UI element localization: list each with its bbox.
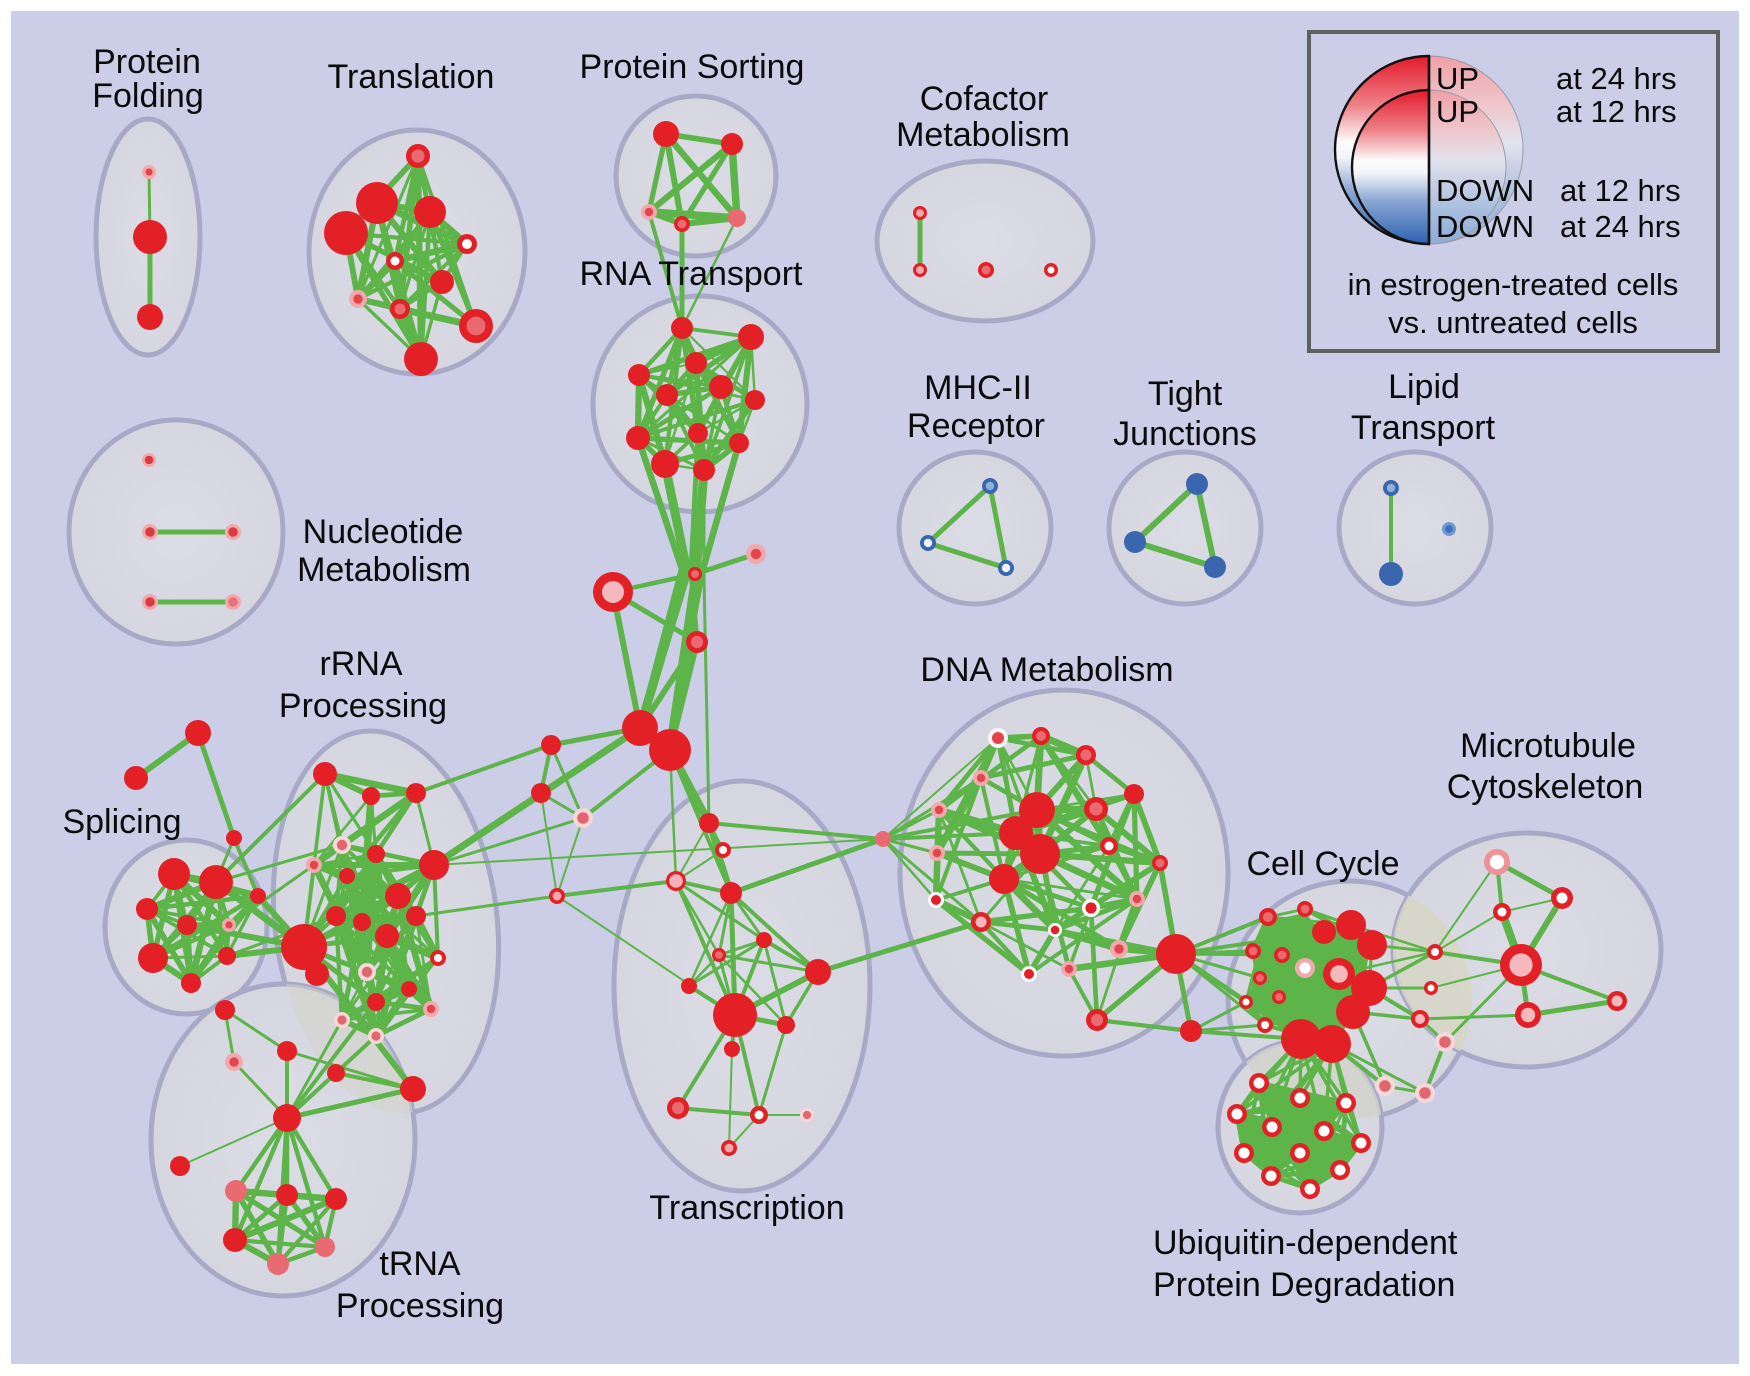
svg-text:Splicing: Splicing xyxy=(62,803,181,841)
svg-text:Ubiquitin-dependent: Ubiquitin-dependent xyxy=(1153,1224,1458,1262)
svg-text:tRNA: tRNA xyxy=(379,1245,461,1283)
svg-text:Nucleotide: Nucleotide xyxy=(303,513,464,551)
svg-text:Protein Sorting: Protein Sorting xyxy=(580,48,805,86)
svg-text:Cofactor: Cofactor xyxy=(920,80,1049,118)
svg-text:Lipid: Lipid xyxy=(1388,368,1460,406)
svg-text:RNA Transport: RNA Transport xyxy=(580,255,804,293)
svg-text:DNA Metabolism: DNA Metabolism xyxy=(920,651,1173,689)
svg-text:at 12 hrs: at 12 hrs xyxy=(1556,94,1677,129)
svg-text:Tight: Tight xyxy=(1148,375,1223,413)
svg-text:Processing: Processing xyxy=(336,1287,504,1325)
svg-text:Junctions: Junctions xyxy=(1113,415,1257,453)
svg-text:Receptor: Receptor xyxy=(907,407,1045,445)
svg-text:vs. untreated cells: vs. untreated cells xyxy=(1388,305,1638,340)
svg-text:Protein Degradation: Protein Degradation xyxy=(1153,1266,1455,1304)
svg-text:at 12 hrs: at 12 hrs xyxy=(1560,173,1681,208)
svg-text:Transport: Transport xyxy=(1351,409,1496,447)
svg-text:Metabolism: Metabolism xyxy=(896,116,1070,154)
svg-text:Protein: Protein xyxy=(93,43,201,81)
svg-text:at 24 hrs: at 24 hrs xyxy=(1556,61,1677,96)
svg-text:Translation: Translation xyxy=(328,58,495,96)
svg-text:DOWN: DOWN xyxy=(1436,173,1534,208)
svg-text:UP: UP xyxy=(1436,61,1479,96)
svg-text:rRNA: rRNA xyxy=(319,645,402,683)
svg-text:DOWN: DOWN xyxy=(1436,209,1534,244)
svg-text:Microtubule: Microtubule xyxy=(1460,727,1636,765)
svg-text:Folding: Folding xyxy=(92,77,204,115)
svg-text:Transcription: Transcription xyxy=(649,1189,844,1227)
svg-text:Processing: Processing xyxy=(279,687,447,725)
svg-text:Cytoskeleton: Cytoskeleton xyxy=(1447,768,1644,806)
svg-text:in estrogen-treated cells: in estrogen-treated cells xyxy=(1348,267,1679,302)
svg-text:Metabolism: Metabolism xyxy=(297,551,471,589)
svg-text:Cell Cycle: Cell Cycle xyxy=(1246,845,1399,883)
svg-text:MHC-II: MHC-II xyxy=(924,369,1032,407)
svg-text:UP: UP xyxy=(1436,94,1479,129)
svg-text:at 24 hrs: at 24 hrs xyxy=(1560,209,1681,244)
